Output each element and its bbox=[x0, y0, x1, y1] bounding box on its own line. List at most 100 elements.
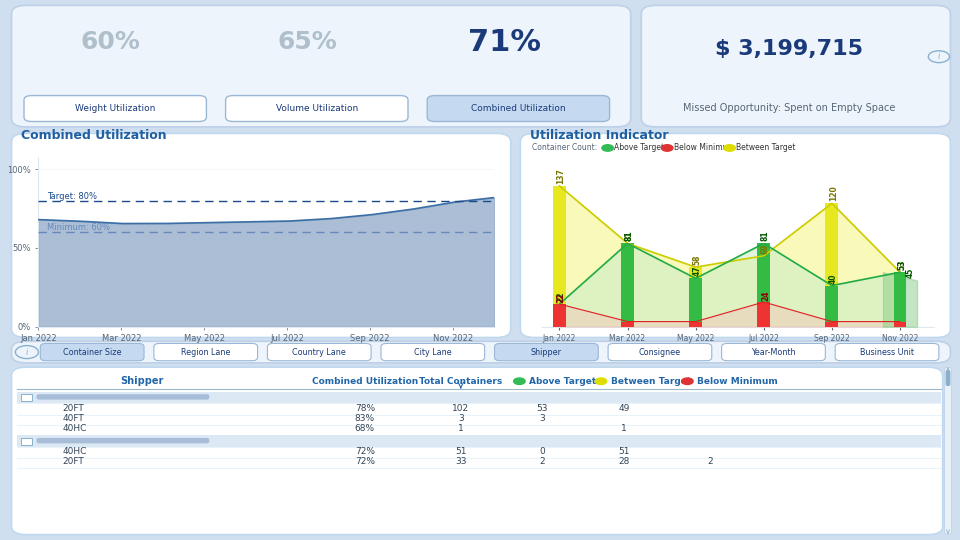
Bar bbox=[689, 321, 702, 327]
Bar bbox=[894, 321, 906, 327]
Text: 3: 3 bbox=[540, 414, 545, 423]
FancyBboxPatch shape bbox=[381, 343, 485, 361]
FancyBboxPatch shape bbox=[40, 343, 144, 361]
Text: Minimum: 60%: Minimum: 60% bbox=[47, 224, 109, 232]
Text: 33: 33 bbox=[455, 457, 467, 466]
Text: 20FT: 20FT bbox=[62, 457, 84, 466]
Text: Missed Opportunity: Spent on Empty Space: Missed Opportunity: Spent on Empty Space bbox=[683, 103, 896, 113]
Text: Below Minimum: Below Minimum bbox=[674, 144, 734, 152]
Text: 40HC: 40HC bbox=[62, 424, 86, 433]
Text: 102: 102 bbox=[452, 404, 469, 413]
Text: 28: 28 bbox=[618, 457, 630, 466]
Bar bbox=[689, 279, 702, 327]
Text: 1: 1 bbox=[621, 424, 627, 433]
Bar bbox=[826, 321, 838, 327]
Bar bbox=[757, 244, 770, 327]
Text: 81: 81 bbox=[625, 231, 634, 241]
Text: ∧: ∧ bbox=[946, 366, 951, 374]
Text: Between Target: Between Target bbox=[736, 144, 796, 152]
Text: 22: 22 bbox=[557, 292, 565, 302]
FancyBboxPatch shape bbox=[12, 133, 511, 338]
Text: 72%: 72% bbox=[355, 457, 374, 466]
Bar bbox=[689, 267, 702, 327]
Circle shape bbox=[595, 378, 607, 384]
FancyBboxPatch shape bbox=[608, 343, 711, 361]
Bar bbox=[553, 186, 565, 327]
Text: i: i bbox=[26, 348, 28, 356]
Text: Combined Utilization: Combined Utilization bbox=[312, 377, 418, 386]
Text: 60%: 60% bbox=[81, 30, 140, 54]
Text: 22: 22 bbox=[557, 293, 565, 303]
Text: 51: 51 bbox=[455, 447, 467, 456]
Text: 0: 0 bbox=[540, 447, 545, 456]
Bar bbox=[757, 256, 770, 327]
Bar bbox=[553, 304, 565, 327]
FancyBboxPatch shape bbox=[36, 438, 209, 443]
Text: 49: 49 bbox=[618, 404, 630, 413]
Text: 72%: 72% bbox=[355, 447, 374, 456]
Text: 71%: 71% bbox=[468, 28, 540, 57]
FancyBboxPatch shape bbox=[945, 367, 951, 535]
Text: City Lane: City Lane bbox=[414, 348, 451, 356]
Text: 53: 53 bbox=[898, 260, 906, 270]
Circle shape bbox=[724, 145, 735, 151]
FancyBboxPatch shape bbox=[835, 343, 939, 361]
Text: 68%: 68% bbox=[355, 424, 374, 433]
Bar bbox=[757, 302, 770, 327]
Bar bbox=[553, 304, 565, 327]
Text: Below Minimum: Below Minimum bbox=[697, 377, 778, 386]
Circle shape bbox=[514, 378, 525, 384]
Bar bbox=[621, 244, 634, 327]
FancyBboxPatch shape bbox=[154, 343, 257, 361]
Text: 51: 51 bbox=[618, 447, 630, 456]
Text: 81: 81 bbox=[625, 231, 634, 241]
FancyBboxPatch shape bbox=[268, 343, 372, 361]
Text: 2: 2 bbox=[708, 457, 713, 466]
Text: 69: 69 bbox=[761, 243, 770, 254]
Text: 40FT: 40FT bbox=[62, 414, 84, 423]
Text: Target: 80%: Target: 80% bbox=[47, 192, 97, 201]
Bar bbox=[826, 204, 838, 327]
Text: Combined Utilization: Combined Utilization bbox=[471, 104, 565, 113]
Text: Container Count:: Container Count: bbox=[532, 144, 597, 152]
FancyBboxPatch shape bbox=[17, 392, 941, 403]
Text: Total Containers: Total Containers bbox=[420, 377, 502, 386]
Bar bbox=[826, 286, 838, 327]
Text: 65%: 65% bbox=[277, 30, 337, 54]
Text: 81: 81 bbox=[761, 231, 770, 241]
Text: 45: 45 bbox=[905, 268, 915, 279]
Text: Above Target: Above Target bbox=[614, 144, 664, 152]
Text: 78%: 78% bbox=[355, 404, 374, 413]
Text: 20FT: 20FT bbox=[62, 404, 84, 413]
Bar bbox=[894, 272, 906, 327]
Text: Shipper: Shipper bbox=[120, 376, 164, 386]
Text: 137: 137 bbox=[557, 168, 565, 184]
Text: ∨: ∨ bbox=[946, 527, 951, 536]
Circle shape bbox=[661, 145, 673, 151]
Bar bbox=[621, 321, 634, 327]
FancyBboxPatch shape bbox=[12, 5, 631, 127]
FancyBboxPatch shape bbox=[226, 96, 408, 122]
FancyBboxPatch shape bbox=[21, 438, 32, 445]
FancyBboxPatch shape bbox=[641, 5, 950, 127]
Text: Utilization Indicator: Utilization Indicator bbox=[530, 129, 668, 143]
Text: Weight Utilization: Weight Utilization bbox=[75, 104, 156, 113]
FancyBboxPatch shape bbox=[21, 394, 32, 401]
Text: $ 3,199,715: $ 3,199,715 bbox=[715, 38, 863, 59]
Text: 2: 2 bbox=[540, 457, 545, 466]
Text: Country Lane: Country Lane bbox=[293, 348, 347, 356]
Text: 83%: 83% bbox=[355, 414, 374, 423]
Circle shape bbox=[682, 378, 693, 384]
Text: 47: 47 bbox=[693, 266, 702, 276]
Text: Shipper: Shipper bbox=[531, 348, 562, 356]
Text: Business Unit: Business Unit bbox=[860, 348, 914, 356]
Text: Combined Utilization: Combined Utilization bbox=[21, 129, 167, 143]
Bar bbox=[621, 244, 634, 327]
Text: i: i bbox=[938, 52, 940, 61]
FancyBboxPatch shape bbox=[12, 367, 943, 535]
FancyBboxPatch shape bbox=[427, 96, 610, 122]
Circle shape bbox=[602, 145, 613, 151]
Text: 40HC: 40HC bbox=[62, 447, 86, 456]
FancyBboxPatch shape bbox=[520, 133, 950, 338]
Text: Between Target: Between Target bbox=[611, 377, 691, 386]
